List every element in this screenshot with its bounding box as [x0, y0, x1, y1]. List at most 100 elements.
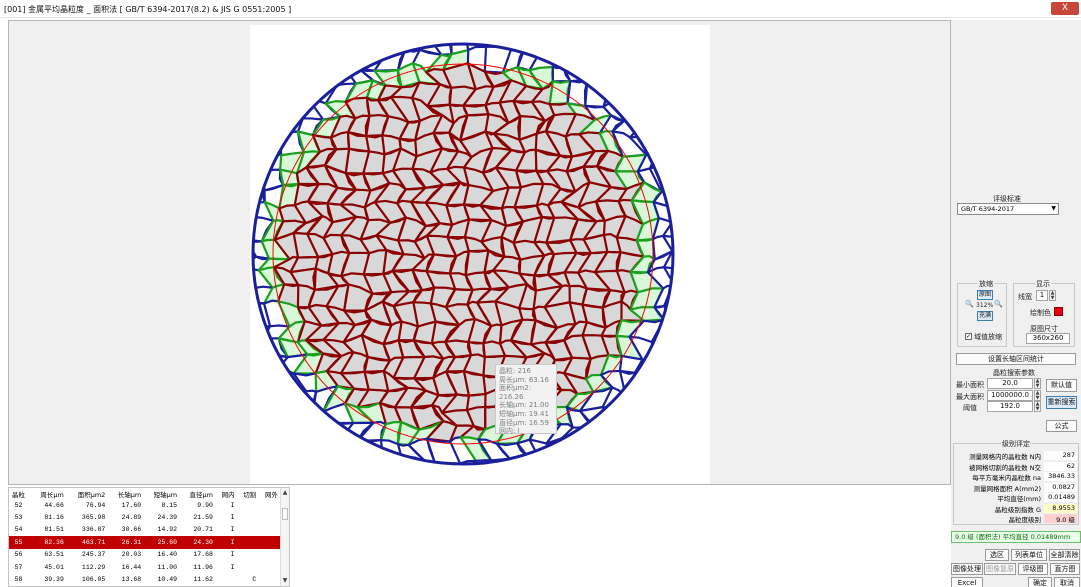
default-values-button[interactable]: 默认值 [1046, 379, 1077, 392]
min-area-spinner-icon[interactable]: ▲ ▼ [1034, 378, 1041, 389]
grade-label: 每平方毫米内晶粒数 na [972, 474, 1041, 482]
grade-label: 平均直径(mm) [997, 495, 1041, 503]
table-cell [238, 511, 260, 523]
col-header[interactable]: 切割 [237, 488, 260, 499]
table-scrollbar[interactable]: ▲ ▼ [280, 488, 289, 586]
line-width-input[interactable]: 1 [1036, 290, 1048, 301]
table-row[interactable]: 52 44.66 76.94 17.60 8.15 9.90 I [9, 499, 281, 511]
grade-value: 8.9553 [1044, 503, 1077, 513]
table-row[interactable]: 56 63.51 245.37 20.03 16.40 17.68 I [9, 549, 281, 561]
col-header[interactable]: 周长μm [31, 488, 67, 499]
result-summary: 9.0 级 (面积法) 平均直径 0.01489mm [951, 531, 1081, 543]
research-button[interactable]: 重新搜索 [1046, 396, 1077, 409]
close-button[interactable]: X [1051, 2, 1079, 15]
image-process-button[interactable]: 图像处理 [951, 563, 983, 575]
threshold-input[interactable]: 192.0 [987, 401, 1033, 412]
grade-row: 平均直径(mm) 0.01489 [951, 493, 1081, 503]
grain[interactable] [250, 165, 266, 192]
table-cell: I [230, 514, 235, 522]
table-cell: 81.16 [44, 514, 64, 522]
excel-button[interactable]: Excel [951, 577, 983, 587]
grade-value: 3846.33 [1044, 472, 1077, 481]
image-viewport[interactable]: 晶粒: 216 周长μm: 63.16 面积μm2: 216.26 长轴μm: … [8, 20, 951, 485]
grain[interactable] [396, 34, 421, 52]
grade-row: 晶粒级别指数 G 8.9553 [951, 503, 1081, 514]
grain[interactable] [458, 459, 493, 479]
formula-button[interactable]: 公式 [1046, 420, 1077, 432]
tooltip-line: 短轴μm: 19.41 [499, 409, 549, 418]
col-header[interactable]: 网内 [215, 488, 238, 499]
standard-select-value: GB/T 6394-2017 [961, 205, 1015, 213]
col-header[interactable]: 长轴μm [108, 488, 145, 499]
max-area-input[interactable]: 1000000.0 [987, 390, 1033, 401]
grain[interactable] [409, 460, 436, 479]
draw-color-swatch[interactable] [1054, 307, 1063, 316]
col-header[interactable]: 直径μm [180, 488, 216, 499]
threshold-spinner-icon[interactable]: ▲ ▼ [1034, 401, 1041, 412]
grade-value: 9.0 级 [1044, 514, 1077, 524]
scroll-down-icon[interactable]: ▼ [282, 577, 288, 584]
table-cell: 39.39 [44, 576, 64, 584]
micrograph-canvas[interactable] [250, 25, 710, 484]
ok-button[interactable]: 确定 [1028, 577, 1052, 587]
line-width-label: 线宽 [1018, 293, 1032, 301]
draw-color-label: 绘制色 [1030, 309, 1051, 317]
list-unit-button[interactable]: 列表单位 [1011, 549, 1047, 561]
grain[interactable] [495, 32, 526, 50]
grain-table[interactable]: 晶粒 周长μm 面积μm2 长轴μm 短轴μm 直径μm 网内 切割 网外 52… [8, 487, 290, 587]
grade-title: 级别评定 [1001, 439, 1031, 449]
grain[interactable] [602, 80, 624, 108]
table-row[interactable]: 58 39.39 106.05 13.68 10.49 11.62 C [9, 573, 281, 585]
zoom-out-icon[interactable]: 🔍 [965, 300, 974, 308]
histogram-button[interactable]: 直方图 [1050, 563, 1080, 575]
table-cell: 16.40 [157, 551, 178, 559]
standard-select[interactable]: GB/T 6394-2017 ▼ [957, 203, 1059, 215]
min-area-label: 最小面积 [956, 381, 984, 389]
fill-button[interactable]: 充满 [977, 311, 993, 321]
select-area-button[interactable]: 选区 [985, 549, 1009, 561]
table-cell [259, 499, 281, 511]
cancel-button[interactable]: 取消 [1054, 577, 1080, 587]
scroll-thumb[interactable] [282, 508, 288, 520]
image-restore-button[interactable]: 图像复原 [984, 563, 1016, 575]
tooltip-line: 直径μm: 16.59 [499, 418, 549, 427]
table-row[interactable]: 57 45.01 112.29 16.44 11.00 11.96 I [9, 561, 281, 573]
table-cell: 55 [9, 536, 31, 549]
long-axis-stats-button[interactable]: 设置长轴区间统计 [956, 353, 1076, 365]
table-cell: 9.90 [197, 501, 213, 509]
table-cell [259, 536, 281, 549]
grade-row: 被网格切割的晶粒数 N交 62 [951, 461, 1081, 472]
grain[interactable] [668, 205, 693, 224]
table-cell: 106.05 [81, 576, 106, 584]
grain[interactable] [601, 406, 625, 431]
sync-zoom-checkbox[interactable]: ✓ [965, 333, 972, 340]
table-row[interactable]: 54 81.51 336.87 30.66 14.92 20.71 I [9, 524, 281, 536]
original-size-button[interactable]: 原图 [977, 290, 993, 300]
tooltip-line: 面积μm2: 216.26 [499, 384, 532, 401]
col-header[interactable]: 面积μm2 [66, 488, 109, 499]
grade-label: 晶粒度级别 [1008, 516, 1042, 524]
grade-chart-button[interactable]: 评级图 [1018, 563, 1048, 575]
table-cell: I [230, 526, 235, 534]
threshold-label: 阈值 [963, 404, 977, 412]
zoom-in-icon[interactable]: 🔍 [994, 300, 1003, 308]
grade-row: 测量网格内的晶粒数 N内 287 [951, 451, 1081, 461]
line-width-spinner-icon[interactable]: ▲ ▼ [1049, 290, 1056, 301]
col-header[interactable]: 晶粒 [9, 488, 31, 499]
grade-value: 0.0827 [1044, 482, 1077, 492]
table-cell: 81.51 [44, 526, 64, 534]
table-header-row: 晶粒 周长μm 面积μm2 长轴μm 短轴μm 直径μm 网内 切割 网外 [9, 488, 281, 499]
col-header[interactable]: 网外 [259, 488, 281, 499]
orig-size-value: 360x260 [1026, 333, 1070, 344]
min-area-input[interactable]: 20.0 [987, 378, 1033, 389]
grain-tooltip: 晶粒: 216 周长μm: 63.16 面积μm2: 216.26 长轴μm: … [495, 364, 557, 435]
table-cell: 54 [14, 526, 23, 534]
max-area-spinner-icon[interactable]: ▲ ▼ [1034, 390, 1041, 401]
grain[interactable] [448, 459, 478, 479]
table-row[interactable]: 53 81.16 365.98 24.89 24.39 21.59 I [9, 511, 281, 523]
scroll-up-icon[interactable]: ▲ [282, 489, 288, 496]
table-cell: 63.51 [44, 551, 64, 559]
clear-all-button[interactable]: 全部清除 [1049, 549, 1080, 561]
col-header[interactable]: 短轴μm [144, 488, 181, 499]
table-row[interactable]: 55 82.36 463.71 26.31 25.60 24.30 I [9, 536, 281, 549]
